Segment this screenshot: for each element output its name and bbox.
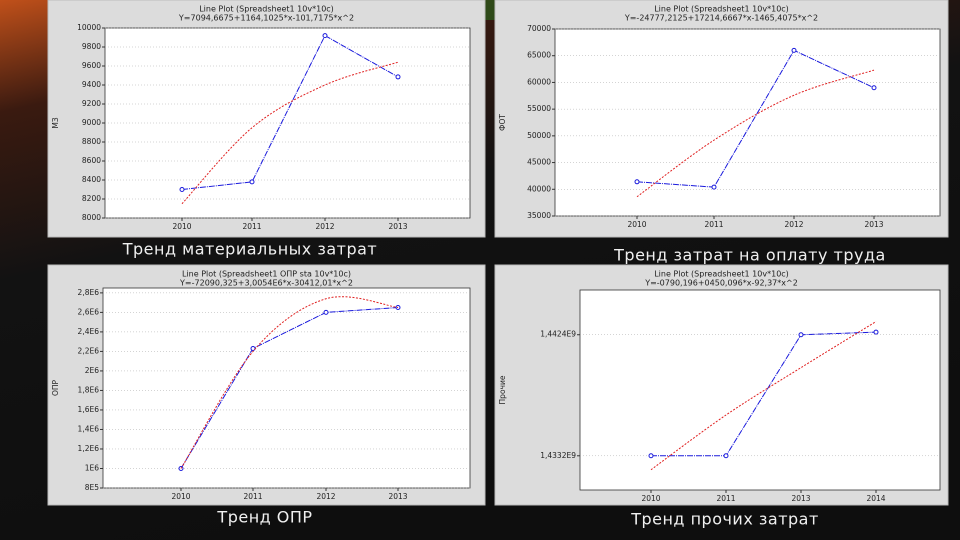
x-tick-label: 2011	[704, 220, 723, 229]
data-point	[648, 453, 654, 459]
y-tick-label: 55000	[527, 104, 551, 113]
plot-area	[554, 28, 941, 217]
y-tick-label: 9200	[82, 99, 101, 108]
chart-title: Line Plot (Spreadsheet1 10v*10c)	[654, 5, 789, 14]
chart-subtitle: Y=7094,6675+1164,1025*x-101,7175*x^2	[178, 14, 354, 23]
y-tick-label: 10000	[77, 23, 101, 32]
data-point	[634, 179, 640, 185]
y-tick-label: 65000	[527, 51, 551, 60]
trend-line	[636, 69, 875, 198]
trend-line	[650, 321, 877, 471]
y-tick-label: 2E6	[85, 366, 100, 375]
y-tick-label: 8600	[82, 156, 101, 165]
data-line	[181, 34, 399, 190]
data-point	[323, 309, 329, 315]
chart-caption: Тренд затрат на оплату труда	[613, 246, 886, 265]
y-tick-label: 1,6E6	[78, 405, 100, 414]
data-point	[395, 74, 401, 80]
y-tick-label: 2,6E6	[78, 307, 100, 316]
y-tick-label: 9000	[82, 118, 101, 127]
data-point	[249, 179, 255, 185]
y-tick-label: 2,4E6	[78, 327, 100, 336]
y-tick-label: 50000	[527, 131, 551, 140]
data-point	[873, 329, 879, 335]
x-tick-label: 2013	[388, 492, 407, 501]
x-tick-label: 2010	[641, 494, 660, 503]
x-tick-label: 2013	[388, 222, 407, 231]
plot-area	[579, 289, 941, 491]
y-tick-label: 1,8E6	[78, 385, 100, 394]
y-tick-label: 1,2E6	[78, 444, 100, 453]
y-axis-label: ОПР	[51, 379, 60, 396]
y-tick-label: 9800	[82, 42, 101, 51]
x-tick-label: 2011	[242, 222, 261, 231]
data-point	[798, 332, 804, 338]
data-line	[180, 307, 399, 469]
x-tick-label: 2010	[627, 220, 646, 229]
data-line	[651, 331, 877, 457]
y-tick-label: 1,4332E9	[540, 451, 576, 460]
y-tick-label: 70000	[527, 24, 551, 33]
y-tick-label: 8200	[82, 194, 101, 203]
y-axis-label: МЗ	[51, 117, 60, 128]
y-tick-label: 2,2E6	[78, 346, 100, 355]
y-tick-label: 9400	[82, 80, 101, 89]
data-point	[250, 345, 256, 351]
y-tick-label: 1,4E6	[78, 424, 100, 433]
chart-caption: Тренд ОПР	[216, 508, 312, 527]
y-tick-label: 60000	[527, 77, 551, 86]
trend-line	[180, 296, 399, 469]
x-tick-label: 2012	[784, 220, 803, 229]
y-tick-label: 35000	[527, 211, 551, 220]
x-tick-label: 2013	[864, 220, 883, 229]
data-point	[723, 453, 729, 459]
x-tick-label: 2014	[866, 494, 885, 503]
chart-caption: Тренд материальных затрат	[122, 240, 378, 259]
y-tick-label: 8400	[82, 175, 101, 184]
data-point	[322, 33, 328, 39]
x-tick-label: 2011	[716, 494, 735, 503]
x-tick-label: 2011	[243, 492, 262, 501]
chart-title: Line Plot (Spreadsheet1 10v*10c)	[654, 270, 789, 279]
y-axis-label: ФОТ	[498, 114, 507, 131]
data-line	[636, 49, 875, 188]
y-tick-label: 40000	[527, 184, 551, 193]
x-tick-label: 2012	[315, 222, 334, 231]
y-axis-label: Прочие	[498, 375, 507, 404]
y-tick-label: 2,8E6	[78, 288, 100, 297]
data-point	[871, 85, 877, 91]
chart-caption: Тренд прочих затрат	[630, 510, 819, 529]
y-tick-label: 9600	[82, 61, 101, 70]
y-tick-label: 8E5	[85, 483, 100, 492]
data-point	[711, 184, 717, 190]
chart-title: Line Plot (Spreadsheet1 OПР sta 10v*10c)	[182, 270, 351, 279]
chart-subtitle: Y=-72090,325+3,0054E6*x-30412,01*x^2	[179, 279, 353, 288]
data-point	[791, 47, 797, 53]
y-tick-label: 45000	[527, 158, 551, 167]
x-tick-label: 2012	[316, 492, 335, 501]
x-tick-label: 2010	[172, 222, 191, 231]
x-tick-label: 2013	[791, 494, 810, 503]
data-point	[179, 187, 185, 192]
chart-title: Line Plot (Spreadsheet1 10v*10c)	[199, 5, 334, 14]
x-tick-label: 2010	[171, 492, 190, 501]
plot-area	[102, 287, 471, 489]
y-tick-label: 1,4424E9	[540, 330, 576, 339]
y-tick-label: 8000	[82, 213, 101, 222]
y-tick-label: 8800	[82, 137, 101, 146]
chart-subtitle: Y=-24777,2125+17214,6667*x-1465,4075*x^2	[624, 14, 818, 23]
y-tick-label: 1E6	[85, 463, 100, 472]
chart-subtitle: Y=-0790,196+0450,096*x-92,37*x^2	[644, 279, 798, 288]
